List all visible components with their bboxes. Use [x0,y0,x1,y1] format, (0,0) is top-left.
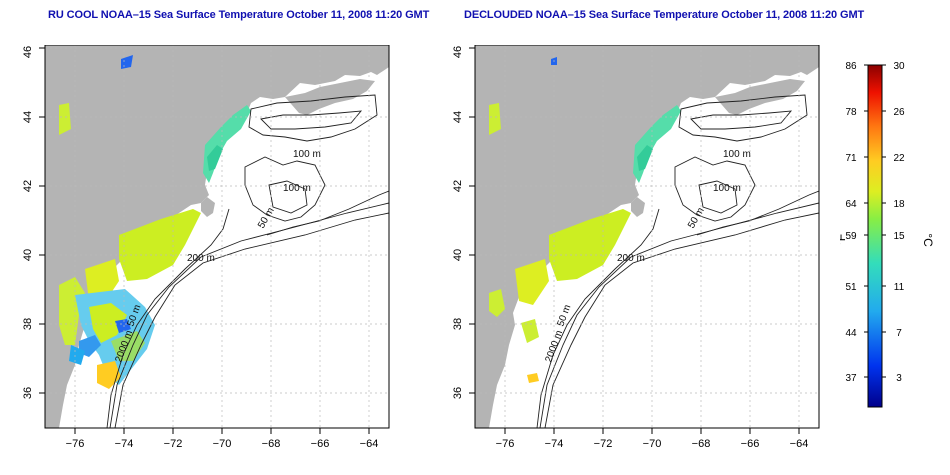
contour-label-100m-b: 100 m [283,183,311,194]
x-tick-label: −66 [741,438,760,450]
isobath-2000m [114,212,389,428]
x-tick-label: −74 [115,438,134,450]
y-tick-label: 40 [452,249,464,261]
y-tick-label: 36 [22,387,34,399]
sst-mid-atlantic-shelf [119,209,201,281]
fahrenheit-tick: 37 [845,373,857,384]
y-tick-label: 38 [452,318,464,330]
contour-label-100m-a: 100 m [293,149,321,160]
x-tick-label: −76 [66,438,85,450]
y-tick-label: 46 [452,46,464,58]
gulf-of-maine-loop [674,156,756,222]
fahrenheit-tick: 78 [845,107,857,118]
celsius-unit-label: °C [921,233,935,247]
celsius-tick: 11 [894,282,905,293]
fahrenheit-tick: 86 [845,61,857,72]
land-mass [45,45,389,428]
celsius-tick: 7 [896,328,902,339]
y-tick-label: 44 [22,111,34,123]
shelf-loop-north [248,94,378,142]
x-tick-label: −74 [545,438,564,450]
celsius-tick: 30 [893,61,905,72]
gulf-of-maine-loop [244,156,326,222]
x-tick-label: −72 [594,438,613,450]
georges-bank [698,180,738,214]
ru-cool-sst-map: 100 m 100 m 50 m 200 m 50 m 2000 m −76 −… [22,45,390,450]
lat-lon-grid [475,45,819,428]
x-tick-label: −76 [496,438,515,450]
nova-scotia [285,79,375,115]
x-tick-label: −64 [790,438,809,450]
fahrenheit-tick: 59 [845,231,857,242]
contour-label-100m-a: 100 m [723,149,751,160]
lat-lon-grid [45,45,389,428]
sst-southern-patches [59,277,85,345]
celsius-tick: 26 [893,107,905,118]
x-tick-label: −70 [643,438,662,450]
declouded-sst-map: 100 m 100 m 50 m 200 m 50 m 2000 m −76 −… [452,45,820,450]
x-tick-label: −70 [213,438,232,450]
celsius-tick: 15 [893,231,905,242]
land-mass [475,45,819,428]
isobath-2000m [544,212,819,428]
y-tick-label: 42 [452,180,464,192]
shelf-loop-north [678,94,808,142]
map-frame [474,45,820,429]
y-tick-label: 40 [22,249,34,261]
nova-scotia [715,79,805,115]
isobath-50m [536,208,660,428]
y-tick-label: 46 [22,46,34,58]
y-tick-label: 44 [452,111,464,123]
map-frame [44,45,390,429]
x-tick-label: −72 [164,438,183,450]
fahrenheit-tick: 71 [845,153,857,164]
x-tick-label: −68 [262,438,281,450]
y-tick-label: 42 [22,180,34,192]
x-tick-label: −66 [311,438,330,450]
celsius-tick: 22 [893,153,905,164]
sst-mid-atlantic-shelf [549,209,631,281]
left-map-title: RU COOL NOAA–15 Sea Surface Temperature … [48,9,430,21]
y-tick-label: 36 [452,387,464,399]
cape-cod [201,197,215,217]
contour-label-200m: 200 m [187,253,215,264]
y-tick-label: 38 [22,318,34,330]
isobath-contours [536,94,819,428]
colorbar-gradient [867,64,883,408]
georges-bank [268,180,308,214]
x-tick-label: −64 [360,438,379,450]
celsius-tick: 18 [893,199,905,210]
contour-label-100m-b: 100 m [713,183,741,194]
fahrenheit-tick: 44 [845,328,857,339]
celsius-tick: 3 [896,373,902,384]
temperature-colorbar: 86 78 71 64 59 51 44 37 30 26 22 18 15 1… [840,61,935,408]
isobath-50m [106,208,230,428]
fahrenheit-unit-label: °F [840,234,848,246]
fahrenheit-tick: 64 [845,199,857,210]
contour-label-200m: 200 m [617,253,645,264]
x-tick-label: −68 [692,438,711,450]
cape-cod [631,197,645,217]
fahrenheit-tick: 51 [845,282,857,293]
right-map-title: DECLOUDED NOAA–15 Sea Surface Temperatur… [464,9,865,21]
